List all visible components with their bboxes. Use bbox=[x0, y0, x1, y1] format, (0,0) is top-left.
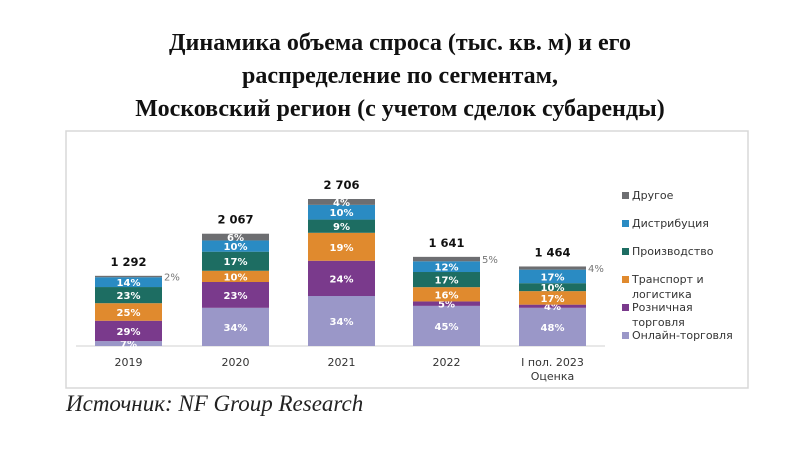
bar-segment bbox=[308, 219, 375, 233]
data-label: 48% bbox=[541, 323, 565, 334]
bar-segment bbox=[308, 296, 375, 346]
bar-segment bbox=[413, 261, 480, 273]
bar-segment bbox=[202, 251, 269, 271]
bar-segment bbox=[95, 320, 162, 342]
bar-segment bbox=[308, 199, 375, 205]
legend-label: Производство bbox=[632, 245, 714, 258]
data-label: 34% bbox=[330, 317, 354, 328]
total-label: 1 292 bbox=[110, 255, 146, 269]
legend-swatch bbox=[622, 332, 629, 339]
bar-segment bbox=[519, 269, 586, 284]
bar-segment bbox=[519, 304, 586, 308]
bar-segment bbox=[519, 291, 586, 305]
legend-swatch bbox=[622, 248, 629, 255]
bar-segment bbox=[202, 281, 269, 308]
data-label: 14% bbox=[117, 278, 141, 289]
bar-segment bbox=[413, 287, 480, 302]
data-label: 2% bbox=[164, 273, 180, 284]
x-tick-label: 2021 bbox=[328, 356, 356, 369]
bar-segment bbox=[95, 277, 162, 288]
bar-segment bbox=[308, 232, 375, 261]
data-label: 10% bbox=[224, 272, 248, 283]
bar-segment bbox=[95, 287, 162, 304]
data-label: 29% bbox=[117, 327, 141, 338]
data-label: 10% bbox=[224, 242, 248, 253]
total-label: 2 706 bbox=[323, 178, 359, 192]
total-label: 2 067 bbox=[217, 213, 253, 227]
bar-segment bbox=[202, 240, 269, 252]
data-label: 17% bbox=[435, 276, 459, 287]
data-label: 17% bbox=[541, 294, 565, 305]
legend-label: Транспорт и bbox=[631, 273, 704, 286]
x-tick-label: 2019 bbox=[115, 356, 143, 369]
x-tick-label: I пол. 2023 bbox=[521, 356, 584, 369]
legend-label: логистика bbox=[632, 288, 692, 301]
data-label: 34% bbox=[224, 323, 248, 334]
total-label: 1 641 bbox=[428, 236, 464, 250]
bar-segment bbox=[519, 283, 586, 292]
data-label: 4% bbox=[333, 198, 350, 209]
data-label: 6% bbox=[227, 233, 244, 244]
data-label: 10% bbox=[330, 208, 354, 219]
bar-segment bbox=[413, 272, 480, 288]
legend-swatch bbox=[622, 220, 629, 227]
bar-segment bbox=[95, 275, 162, 278]
source-note: Источник: NF Group Research bbox=[66, 391, 364, 416]
data-label: 10% bbox=[541, 283, 565, 294]
bar-segment bbox=[308, 260, 375, 297]
data-label: 24% bbox=[330, 274, 354, 285]
title-line: Динамика объема спроса (тыс. кв. м) и ег… bbox=[169, 30, 631, 56]
x-tick-label: 2020 bbox=[222, 356, 250, 369]
bar-segment bbox=[95, 341, 162, 346]
data-label: 19% bbox=[330, 243, 354, 254]
data-label: 9% bbox=[333, 222, 350, 233]
legend-label: торговля bbox=[632, 316, 685, 329]
chart-frame bbox=[65, 130, 749, 389]
data-label: 23% bbox=[117, 291, 141, 302]
bar-segment bbox=[413, 305, 480, 346]
data-label: 5% bbox=[438, 300, 455, 311]
data-label: 12% bbox=[435, 263, 459, 274]
x-tick-label: 2022 bbox=[433, 356, 461, 369]
total-label: 1 464 bbox=[534, 245, 570, 259]
data-label: 16% bbox=[435, 290, 459, 301]
data-label: 7% bbox=[120, 340, 137, 351]
bar-segment bbox=[519, 307, 586, 346]
legend-swatch bbox=[622, 304, 629, 311]
data-label: 17% bbox=[541, 272, 565, 283]
data-label: 23% bbox=[224, 291, 248, 302]
bar-segment bbox=[413, 301, 480, 306]
bar-segment bbox=[95, 303, 162, 321]
data-label: 5% bbox=[482, 255, 498, 266]
data-label: 17% bbox=[224, 257, 248, 268]
bar-segment bbox=[202, 270, 269, 282]
legend-swatch bbox=[622, 276, 629, 283]
bar-segment bbox=[308, 204, 375, 220]
bar-segment bbox=[519, 266, 586, 270]
data-label: 4% bbox=[588, 264, 604, 275]
data-label: 25% bbox=[117, 308, 141, 319]
legend-label: Онлайн-торговля bbox=[632, 329, 733, 342]
chart-title: Динамика объема спроса (тыс. кв. м) и ег… bbox=[0, 27, 800, 126]
legend-label: Розничная bbox=[632, 301, 693, 314]
bar-segment bbox=[202, 307, 269, 346]
data-label: 45% bbox=[435, 322, 459, 333]
title-line: распределение по сегментам, bbox=[242, 63, 558, 89]
legend-label: Другое bbox=[632, 189, 674, 202]
legend-label: Дистрибуция bbox=[632, 217, 709, 230]
bar-segment bbox=[413, 256, 480, 262]
title-line: Московский регион (с учетом сделок субар… bbox=[135, 96, 665, 122]
x-tick-label: Оценка bbox=[531, 370, 575, 383]
data-label: 4% bbox=[544, 302, 561, 313]
bar-segment bbox=[202, 233, 269, 241]
legend-swatch bbox=[622, 192, 629, 199]
